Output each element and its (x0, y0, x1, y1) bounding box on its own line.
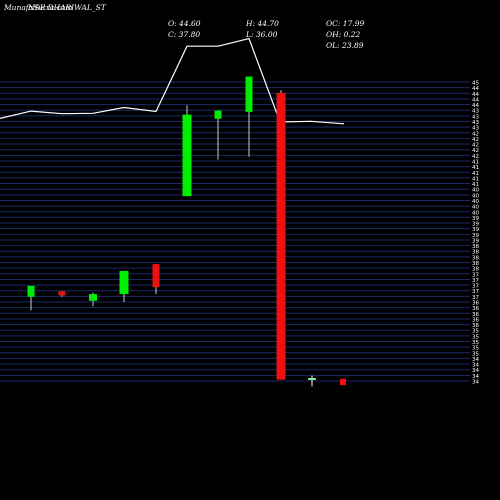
y-tick-label: 39 (472, 222, 479, 228)
y-tick-label: 35 (472, 346, 479, 352)
y-tick-label: 37 (472, 289, 479, 295)
oh-value: OH: 0.22 (326, 30, 361, 39)
y-tick-label: 38 (472, 255, 479, 261)
high-value: H: 44.70 (246, 19, 279, 28)
candle-body (58, 291, 66, 296)
candle-body (340, 378, 346, 386)
y-tick-label: 44 (472, 103, 479, 109)
y-tick-label: 36 (472, 317, 479, 323)
y-tick-label: 42 (472, 143, 479, 149)
chart-source-label: MunafaSutra.com (4, 3, 73, 12)
chart-symbol-label: NSE DHARIWAL_ST (28, 3, 106, 12)
y-tick-label: 38 (472, 244, 479, 250)
y-tick-label: 39 (472, 233, 479, 239)
y-tick-label: 34 (472, 380, 479, 386)
candle-body (245, 76, 253, 112)
y-tick-label: 42 (472, 148, 479, 154)
y-tick-label: 36 (472, 301, 479, 307)
y-tick-label: 43 (472, 114, 479, 120)
y-tick-label: 37 (472, 284, 479, 290)
y-tick-label: 40 (472, 205, 479, 211)
candle-body (27, 285, 35, 297)
candle-body (182, 114, 192, 197)
y-tick-label: 41 (472, 171, 479, 177)
candle-body (152, 264, 160, 288)
low-value: L: 36.00 (246, 30, 278, 39)
y-tick-label: 39 (472, 238, 479, 244)
close-value: C: 37.80 (168, 30, 201, 39)
y-tick-label: 34 (472, 368, 479, 374)
candle-body (276, 92, 286, 380)
y-tick-label: 41 (472, 165, 479, 171)
y-tick-label: 43 (472, 109, 479, 115)
y-tick-label: 39 (472, 216, 479, 222)
candle-body (308, 378, 316, 381)
y-tick-label: 43 (472, 126, 479, 132)
y-tick-label: 41 (472, 159, 479, 165)
candle-body (214, 110, 222, 119)
y-tick-label: 37 (472, 278, 479, 284)
y-tick-label: 44 (472, 97, 479, 103)
ol-value: OL: 23.89 (326, 41, 364, 50)
y-tick-label: 35 (472, 340, 479, 346)
y-tick-label: 37 (472, 272, 479, 278)
y-tick-label: 38 (472, 261, 479, 267)
y-tick-label: 36 (472, 323, 479, 329)
y-tick-label: 42 (472, 131, 479, 137)
y-tick-label: 43 (472, 120, 479, 126)
open-value: O: 44.60 (168, 19, 201, 28)
y-tick-label: 34 (472, 374, 479, 380)
y-tick-label: 35 (472, 334, 479, 340)
y-tick-label: 40 (472, 199, 479, 205)
y-tick-label: 40 (472, 193, 479, 199)
y-tick-label: 41 (472, 182, 479, 188)
y-tick-label: 36 (472, 312, 479, 318)
y-tick-label: 44 (472, 86, 479, 92)
y-tick-label: 38 (472, 267, 479, 273)
y-tick-label: 36 (472, 306, 479, 312)
y-tick-label: 34 (472, 363, 479, 369)
candle-body (119, 270, 129, 295)
y-tick-label: 44 (472, 92, 479, 98)
y-tick-label: 39 (472, 227, 479, 233)
y-tick-label: 38 (472, 250, 479, 256)
y-tick-label: 40 (472, 210, 479, 216)
chart-grid (0, 81, 470, 382)
y-tick-label: 40 (472, 188, 479, 194)
y-tick-label: 41 (472, 176, 479, 182)
volume-line-path (0, 37, 345, 125)
y-tick-label: 45 (472, 81, 479, 87)
oc-value: OC: 17.99 (326, 19, 365, 28)
y-tick-label: 37 (472, 295, 479, 301)
price-axis: 4544444444434343434242424242414141414140… (472, 81, 479, 386)
candlesticks (27, 76, 346, 387)
y-tick-label: 42 (472, 137, 479, 143)
y-tick-label: 35 (472, 329, 479, 335)
y-tick-label: 35 (472, 351, 479, 357)
y-tick-label: 42 (472, 154, 479, 160)
candle-body (89, 294, 97, 301)
y-tick-label: 34 (472, 357, 479, 363)
volume-line (0, 37, 345, 125)
